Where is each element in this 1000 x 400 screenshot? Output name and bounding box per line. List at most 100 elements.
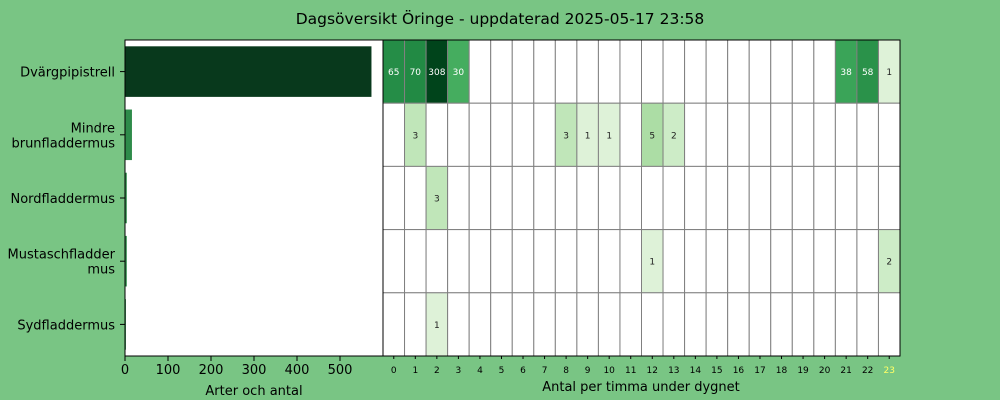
heatmap-cell <box>770 165 793 231</box>
heatmap-cell <box>447 292 470 357</box>
heatmap-cell-value: 3 <box>563 131 569 141</box>
heatmap-cell-value: 1 <box>649 258 655 268</box>
heatmap-cell <box>511 102 535 167</box>
heatmap-cell <box>641 292 664 357</box>
heatmap-cell <box>770 102 793 167</box>
heatmap-hour-label: 16 <box>733 366 745 376</box>
heatmap-cell <box>597 229 621 294</box>
heatmap-cell <box>468 229 492 294</box>
heatmap-cell-value: 3 <box>412 131 418 141</box>
heatmap-hour-label: 10 <box>603 366 615 376</box>
heatmap-cell <box>490 292 513 357</box>
heatmap-cell <box>382 165 406 231</box>
heatmap-cell <box>554 165 578 231</box>
heatmap-cell <box>705 39 729 104</box>
heatmap-cell <box>641 165 664 231</box>
heatmap-cell <box>533 292 556 357</box>
heatmap-cell <box>877 102 901 167</box>
heatmap-cell <box>404 229 427 294</box>
heatmap-panel: 65 70 308 30 38 58 13 3 1 1 5 231 210 1 2 3 4 5 6 7 8 9 10 11 12… <box>382 39 901 376</box>
heatmap-cell <box>447 229 470 294</box>
heatmap-cell <box>748 229 772 294</box>
heatmap-hour-label: 4 <box>477 366 483 376</box>
heatmap-cell <box>447 102 470 167</box>
heatmap-cell <box>662 39 686 104</box>
heatmap-cell <box>490 229 513 294</box>
bar-x-tick-label: 500 <box>328 363 353 378</box>
heatmap-cell <box>791 102 815 167</box>
heatmap-hour-label: 20 <box>819 366 831 376</box>
heatmap-cell <box>619 292 642 357</box>
bar-category-label: Mindre brunfladdermus <box>11 121 115 151</box>
heatmap-cell <box>619 102 642 167</box>
heatmap-cell-value: 308 <box>428 68 445 78</box>
bar <box>125 235 127 287</box>
heatmap-cell <box>834 292 858 357</box>
heatmap-cell <box>468 102 492 167</box>
heatmap-hour-label: 5 <box>499 366 505 376</box>
heatmap-cell-value: 5 <box>649 131 655 141</box>
heatmap-hour-label: 23 <box>884 366 895 376</box>
heatmap-cell <box>684 292 707 357</box>
heatmap-hour-label: 14 <box>690 366 702 376</box>
heatmap-hour-label: 6 <box>520 366 526 376</box>
heatmap-axes-frame <box>382 39 901 357</box>
heatmap-cell <box>748 39 772 104</box>
heatmap-cell <box>468 39 492 104</box>
heatmap-hour-label: 19 <box>797 366 809 376</box>
bar <box>125 172 127 224</box>
heatmap-cell-value: 1 <box>585 131 591 141</box>
heatmap-cell <box>856 292 879 357</box>
heatmap-hour-label: 9 <box>585 366 591 376</box>
heatmap-cell <box>511 165 535 231</box>
heatmap-cell <box>705 229 729 294</box>
heatmap-cell <box>705 292 729 357</box>
heatmap-hour-label: 21 <box>840 366 851 376</box>
heatmap-cell <box>576 39 599 104</box>
heatmap-cell <box>662 229 686 294</box>
heatmap-hour-label: 11 <box>625 366 636 376</box>
heatmap-cell <box>576 229 599 294</box>
heatmap-cell-value: 38 <box>840 68 852 78</box>
heatmap-cell <box>425 102 449 167</box>
bar-category-label: Dvärgpipistrell <box>20 66 115 81</box>
heatmap-hour-label: 12 <box>647 366 658 376</box>
bar-x-tick-label: 400 <box>285 363 310 378</box>
heatmap-cell <box>597 292 621 357</box>
heatmap-cell <box>727 102 750 167</box>
heatmap-hour-label: 8 <box>563 366 569 376</box>
heatmap-cell-value: 3 <box>434 195 440 205</box>
heatmap-cell <box>813 39 836 104</box>
heatmap-cell <box>705 102 729 167</box>
heatmap-cell <box>813 292 836 357</box>
heatmap-cell <box>727 292 750 357</box>
heatmap-cell <box>727 39 750 104</box>
heatmap-cell <box>791 39 815 104</box>
heatmap-x-axis-label: Antal per timma under dygnet <box>542 380 740 395</box>
heatmap-cell <box>813 102 836 167</box>
heatmap-cell <box>533 165 556 231</box>
heatmap-cell-value: 65 <box>388 68 399 78</box>
heatmap-cell <box>619 229 642 294</box>
heatmap-cell <box>770 292 793 357</box>
heatmap-cell <box>748 292 772 357</box>
heatmap-cell <box>856 229 879 294</box>
heatmap-cell <box>533 39 556 104</box>
heatmap-hour-label: 17 <box>754 366 765 376</box>
heatmap-cell <box>705 165 729 231</box>
heatmap-cell <box>404 292 427 357</box>
heatmap-cell <box>533 102 556 167</box>
heatmap-cell <box>770 39 793 104</box>
heatmap-cell <box>770 229 793 294</box>
heatmap-cell <box>425 229 449 294</box>
heatmap-cell <box>813 229 836 294</box>
heatmap-cell <box>748 165 772 231</box>
bar <box>125 109 132 161</box>
heatmap-cell <box>554 292 578 357</box>
heatmap-cell <box>727 165 750 231</box>
heatmap-cell-value: 70 <box>410 68 422 78</box>
heatmap-cell <box>597 39 621 104</box>
heatmap-cell <box>684 102 707 167</box>
bar-panel: Dvärgpipistrell Mindre brunfladdermus Nordf… <box>8 39 384 378</box>
heatmap-cell-value: 1 <box>434 321 440 331</box>
